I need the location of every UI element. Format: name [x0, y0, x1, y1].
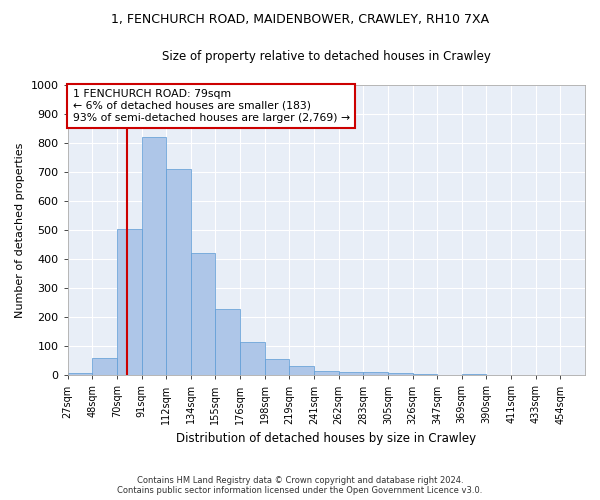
Bar [289, 366, 314, 376]
X-axis label: Distribution of detached houses by size in Crawley: Distribution of detached houses by size … [176, 432, 476, 445]
Bar [92, 358, 117, 376]
Bar [265, 358, 289, 376]
Bar [388, 373, 413, 376]
Bar [240, 342, 265, 376]
Text: 1, FENCHURCH ROAD, MAIDENBOWER, CRAWLEY, RH10 7XA: 1, FENCHURCH ROAD, MAIDENBOWER, CRAWLEY,… [111, 12, 489, 26]
Bar [462, 374, 487, 376]
Bar [117, 228, 142, 376]
Y-axis label: Number of detached properties: Number of detached properties [15, 142, 25, 318]
Bar [68, 373, 92, 376]
Bar [166, 169, 191, 376]
Bar [314, 371, 338, 376]
Bar [338, 372, 363, 376]
Text: 1 FENCHURCH ROAD: 79sqm
← 6% of detached houses are smaller (183)
93% of semi-de: 1 FENCHURCH ROAD: 79sqm ← 6% of detached… [73, 90, 350, 122]
Bar [191, 254, 215, 376]
Text: Contains HM Land Registry data © Crown copyright and database right 2024.
Contai: Contains HM Land Registry data © Crown c… [118, 476, 482, 495]
Bar [413, 374, 437, 376]
Title: Size of property relative to detached houses in Crawley: Size of property relative to detached ho… [162, 50, 491, 63]
Bar [142, 137, 166, 376]
Bar [215, 308, 240, 376]
Bar [363, 372, 388, 376]
